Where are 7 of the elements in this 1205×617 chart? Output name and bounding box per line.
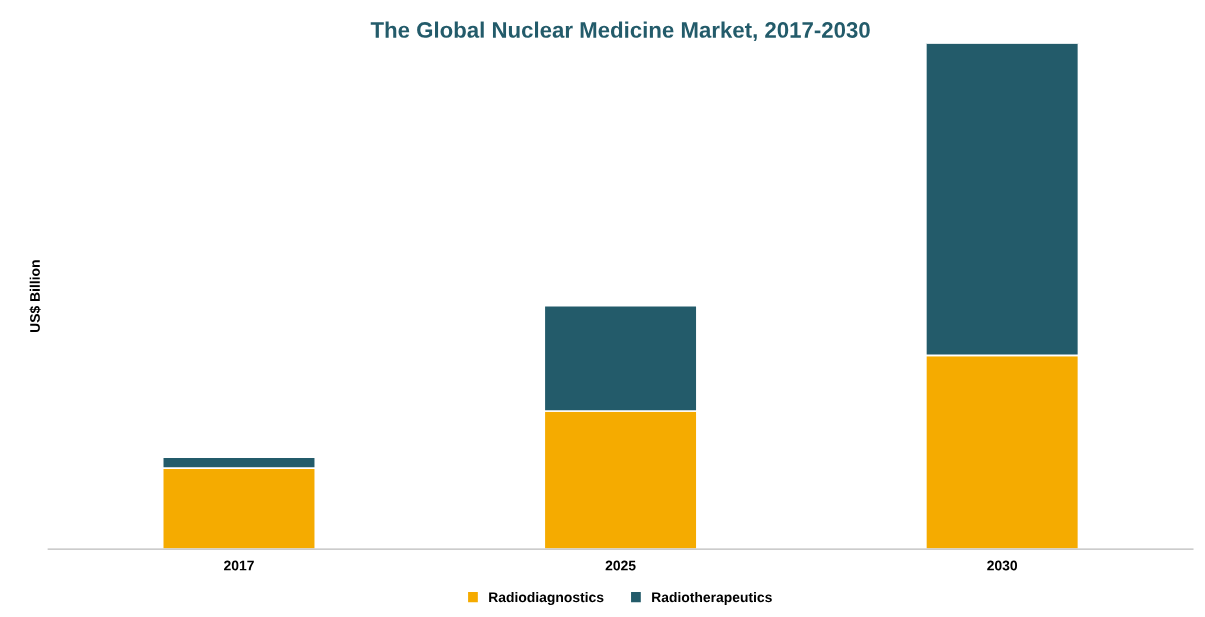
y-axis-title: US$ Billion: [29, 260, 41, 332]
chart-title: The Global Nuclear Medicine Market, 2017-2030: [370, 21, 870, 42]
x-tick-label: 2017: [224, 560, 254, 571]
legend-label: Radiotherapeutics: [652, 591, 772, 605]
x-tick-label: 2025: [605, 560, 636, 571]
x-tick-label: 2030: [987, 560, 1018, 571]
legend-label: Radiodiagnostics: [489, 591, 604, 605]
